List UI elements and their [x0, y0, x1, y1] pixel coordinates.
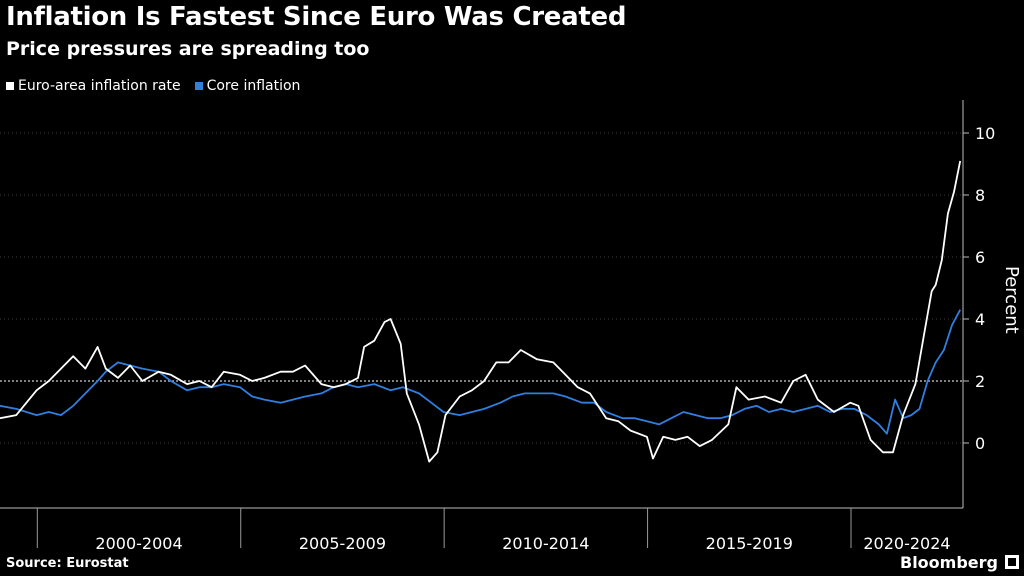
- y-tick-label-4: 4: [975, 310, 985, 329]
- chart-subtitle: Price pressures are spreading too: [6, 38, 370, 60]
- legend-label-inflation: Euro-area inflation rate: [18, 78, 181, 94]
- y-tick-label-8: 8: [975, 186, 985, 205]
- y-tick-label-2: 2: [975, 372, 985, 391]
- legend-label-core: Core inflation: [206, 78, 301, 94]
- x-tick-label-2015-2019: 2015-2019: [706, 534, 793, 553]
- x-tick-label-2020-2024: 2020-2024: [863, 534, 950, 553]
- legend-item-inflation: Euro-area inflation rate: [6, 78, 181, 94]
- y-tick-label-0: 0: [975, 434, 985, 453]
- chart-legend: Euro-area inflation rate Core inflation: [6, 78, 300, 94]
- brand-logo-icon: [1005, 555, 1019, 569]
- legend-swatch-inflation: [6, 82, 14, 90]
- x-tick-label-2010-2014: 2010-2014: [502, 534, 589, 553]
- y-tick-label-6: 6: [975, 248, 985, 267]
- brand-logo-text: Bloomberg: [900, 553, 998, 572]
- source-note: Source: Eurostat: [6, 556, 129, 571]
- legend-swatch-core: [194, 82, 203, 90]
- series-line-core: [0, 309, 961, 435]
- x-tick-label-2000-2004: 2000-2004: [95, 534, 182, 553]
- y-axis-title: Percent: [1001, 266, 1022, 334]
- x-tick-label-2005-2009: 2005-2009: [299, 534, 386, 553]
- legend-item-core: Core inflation: [194, 78, 301, 94]
- y-tick-label-10: 10: [975, 124, 995, 143]
- chart-title: Inflation Is Fastest Since Euro Was Crea…: [6, 2, 627, 32]
- series-line-inflation: [0, 160, 962, 463]
